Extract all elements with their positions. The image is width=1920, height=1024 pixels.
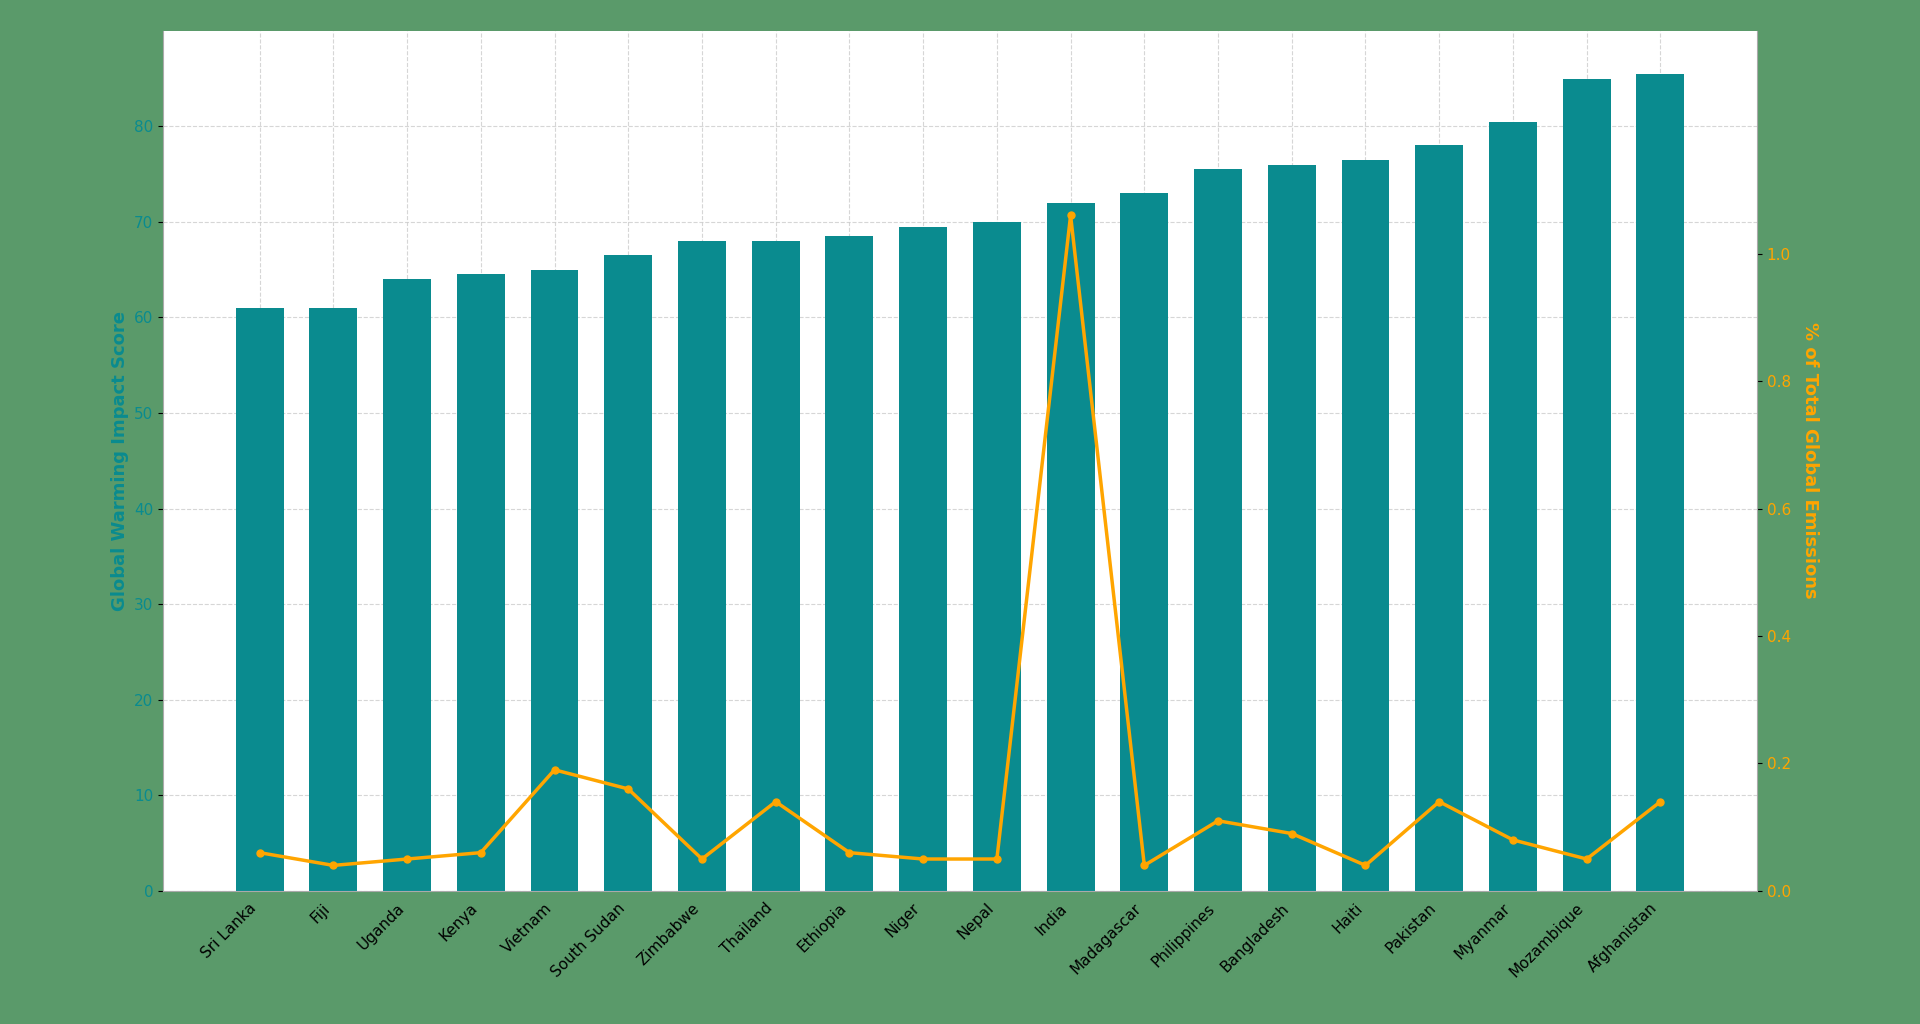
Bar xyxy=(1342,160,1390,891)
Bar xyxy=(678,241,726,891)
Y-axis label: Global Warming Impact Score: Global Warming Impact Score xyxy=(111,311,129,610)
Bar xyxy=(530,269,578,891)
Bar xyxy=(1563,79,1611,891)
Bar xyxy=(236,308,284,891)
Bar xyxy=(1490,122,1536,891)
Bar xyxy=(1194,169,1242,891)
Bar xyxy=(1046,203,1094,891)
Bar xyxy=(605,255,653,891)
Bar xyxy=(753,241,799,891)
Bar xyxy=(973,222,1021,891)
Bar xyxy=(309,308,357,891)
Y-axis label: % of Total Global Emissions: % of Total Global Emissions xyxy=(1801,323,1818,599)
Bar xyxy=(826,237,874,891)
Bar xyxy=(384,280,430,891)
Bar xyxy=(1121,194,1167,891)
Bar xyxy=(899,226,947,891)
Bar xyxy=(1636,74,1684,891)
Bar xyxy=(1415,145,1463,891)
Bar xyxy=(1267,165,1315,891)
Bar xyxy=(457,274,505,891)
